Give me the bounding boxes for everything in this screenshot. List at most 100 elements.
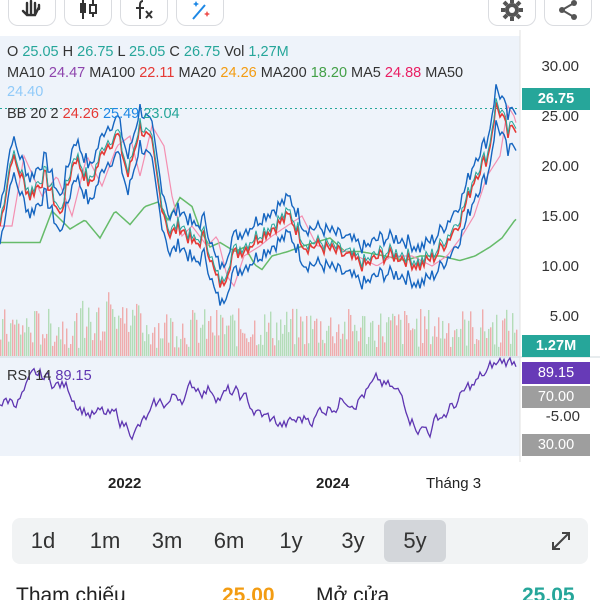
- volume-bar: [252, 334, 254, 356]
- volume-bar: [156, 347, 158, 356]
- volume-bar: [128, 331, 130, 356]
- volume-bar: [118, 315, 120, 356]
- drawing-tools-button[interactable]: [176, 0, 224, 26]
- volume-bar: [338, 324, 340, 356]
- volume-bar: [258, 344, 260, 356]
- volume-bar: [470, 311, 472, 356]
- volume-bar: [36, 311, 38, 356]
- rsi-value-tag: 89.15: [522, 362, 590, 384]
- volume-bar: [178, 347, 180, 356]
- volume-bar: [12, 319, 14, 356]
- volume-bar: [210, 316, 212, 356]
- volume-bar: [204, 309, 206, 356]
- indicators-button[interactable]: [120, 0, 168, 26]
- volume-bar: [448, 323, 450, 356]
- volume-bar: [140, 313, 142, 356]
- volume-bar: [230, 315, 232, 356]
- timeframe-5y[interactable]: 5y: [384, 520, 446, 562]
- timeframe-1y[interactable]: 1y: [279, 528, 303, 553]
- volume-bar: [346, 339, 348, 356]
- volume-bar: [150, 344, 152, 356]
- last-price-tag: 26.75: [522, 88, 590, 110]
- volume-bar: [160, 338, 162, 356]
- hand-tool-button[interactable]: [8, 0, 56, 26]
- timeframe-3y[interactable]: 3y: [341, 528, 365, 553]
- volume-bar: [44, 338, 46, 356]
- volume-bar: [174, 347, 176, 356]
- volume-bar: [458, 337, 460, 356]
- volume-bar: [80, 308, 82, 356]
- y-axis-label: 20.00: [541, 158, 579, 175]
- volume-bar: [350, 314, 352, 356]
- open-value: 25.05: [22, 44, 59, 60]
- volume-bar: [452, 337, 454, 356]
- volume-bar: [186, 344, 188, 356]
- volume-bar: [158, 323, 160, 356]
- volume-bar: [420, 309, 422, 356]
- volume-bar: [266, 331, 268, 356]
- volume-bar: [176, 336, 178, 356]
- volume-bar: [110, 304, 112, 356]
- volume-bar: [42, 334, 44, 356]
- volume-bar: [120, 318, 122, 356]
- volume-bar: [26, 318, 28, 356]
- volume-bar: [292, 308, 294, 356]
- volume-bar: [244, 333, 246, 356]
- volume-bar: [348, 309, 350, 356]
- volume-bar: [430, 344, 432, 356]
- volume-bar: [168, 342, 170, 356]
- timeframe-1d[interactable]: 1d: [30, 528, 56, 553]
- volume-bar: [264, 314, 266, 356]
- volume-bar: [356, 330, 358, 356]
- y-axis-label: 15.00: [541, 208, 579, 225]
- timeframe-1m[interactable]: 1m: [89, 528, 121, 553]
- rsi-oversold-tag: 30.00: [522, 434, 590, 456]
- volume-bar: [234, 320, 236, 356]
- volume-bar: [124, 323, 126, 356]
- chart-type-button[interactable]: [64, 0, 112, 26]
- open-price-value: 25.05: [522, 584, 575, 600]
- volume-bar: [202, 324, 204, 356]
- volume-bar: [240, 329, 242, 356]
- volume-bar: [392, 313, 394, 356]
- timeframe-6m[interactable]: 6m: [213, 528, 245, 553]
- settings-button[interactable]: [488, 0, 536, 26]
- volume-bar: [442, 320, 444, 356]
- fullscreen-button[interactable]: [546, 526, 576, 556]
- volume-bar: [22, 325, 24, 356]
- volume-bar: [182, 323, 184, 356]
- volume-bar: [298, 337, 300, 356]
- volume-bar: [366, 344, 368, 356]
- volume-bar: [54, 341, 56, 356]
- volume-bar: [6, 333, 8, 356]
- price-chart[interactable]: O 25.05 H 26.75 L 25.05 C 26.75 Vol 1,27…: [0, 30, 600, 462]
- volume-bar: [146, 325, 148, 356]
- volume-bar: [40, 344, 42, 356]
- volume-bar: [294, 344, 296, 356]
- volume-bar: [70, 344, 72, 356]
- volume-bar: [216, 310, 218, 356]
- rsi-legend: RSI 14 89.15: [7, 368, 92, 384]
- volume-bar: [312, 329, 314, 356]
- share-button[interactable]: [544, 0, 592, 26]
- volume-bar: [272, 338, 274, 356]
- hand-icon: [21, 0, 41, 16]
- volume-bar: [198, 342, 200, 356]
- volume-bar: [24, 332, 26, 356]
- volume-bar: [362, 315, 364, 356]
- timeframe-3m[interactable]: 3m: [151, 528, 183, 553]
- volume-bar: [408, 323, 410, 356]
- volume-bar: [126, 308, 128, 356]
- volume-bar: [214, 335, 216, 356]
- volume-bar: [66, 328, 68, 356]
- volume-bar: [446, 333, 448, 356]
- volume-bar: [116, 328, 118, 356]
- volume-bar: [340, 338, 342, 356]
- volume-bar: [372, 320, 374, 356]
- volume-bar: [308, 343, 310, 356]
- volume-bar: [512, 313, 514, 356]
- volume-bar: [0, 339, 2, 356]
- volume-bar: [162, 338, 164, 356]
- volume-bar: [440, 338, 442, 356]
- rsi-overbought-tag: 70.00: [522, 386, 590, 408]
